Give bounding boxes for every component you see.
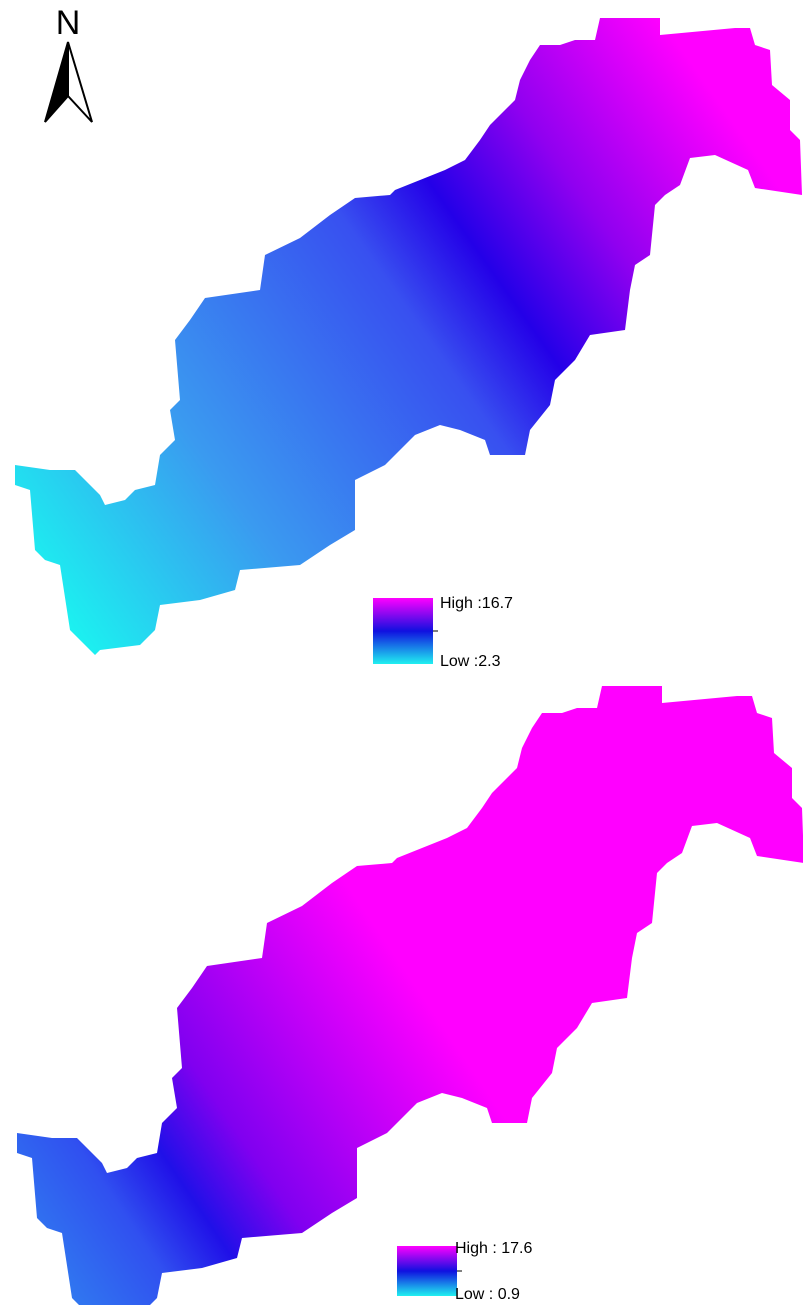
north-arrow <box>68 42 92 122</box>
north-arrow <box>45 42 68 122</box>
map-figure: N High :16.7 Low :2.3 High : 17.6 Low : … <box>0 0 803 1305</box>
legend-high: High : 17.6 <box>455 1240 532 1257</box>
legend-low: Low :2.3 <box>440 653 501 670</box>
legend-high: High :16.7 <box>440 595 513 612</box>
legend-ramp <box>373 598 433 664</box>
map-raster <box>17 686 803 1305</box>
north-label: N <box>56 4 81 42</box>
legend-low: Low : 0.9 <box>455 1286 520 1303</box>
legend-ramp <box>397 1246 457 1296</box>
page: N High :16.7 Low :2.3 High : 17.6 Low : … <box>0 0 803 1305</box>
map-raster <box>15 18 802 655</box>
